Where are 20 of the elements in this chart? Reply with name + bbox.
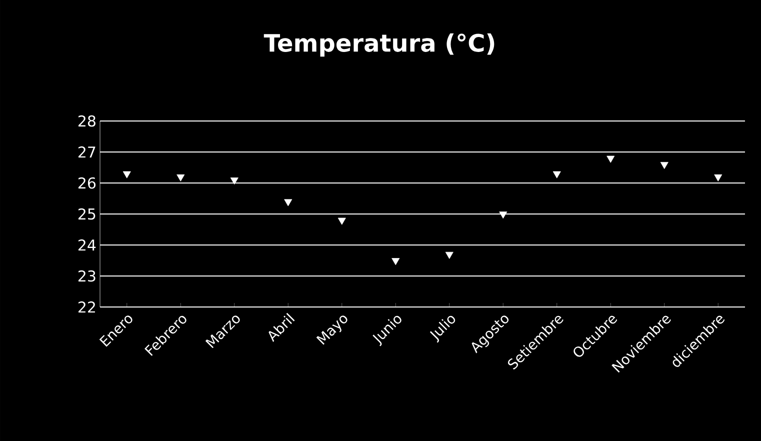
y-tick-label: 26 — [78, 177, 96, 189]
y-tick-label: 24 — [78, 239, 96, 251]
point — [445, 252, 454, 259]
y-tick-label: 28 — [78, 115, 96, 127]
y-tick-label: 22 — [78, 301, 95, 313]
point — [714, 174, 722, 182]
point — [230, 177, 238, 184]
point — [660, 162, 668, 169]
point — [176, 174, 185, 182]
y-tick-label: 27 — [78, 146, 96, 158]
point — [552, 171, 561, 178]
point — [338, 218, 346, 225]
point — [284, 199, 292, 206]
chart-title: Temperatura (°C) — [264, 33, 494, 57]
point — [392, 258, 400, 266]
point — [499, 212, 508, 219]
point — [606, 156, 615, 163]
point — [122, 171, 131, 178]
y-tick-label: 23 — [78, 270, 96, 282]
y-tick-label: 25 — [78, 208, 96, 220]
